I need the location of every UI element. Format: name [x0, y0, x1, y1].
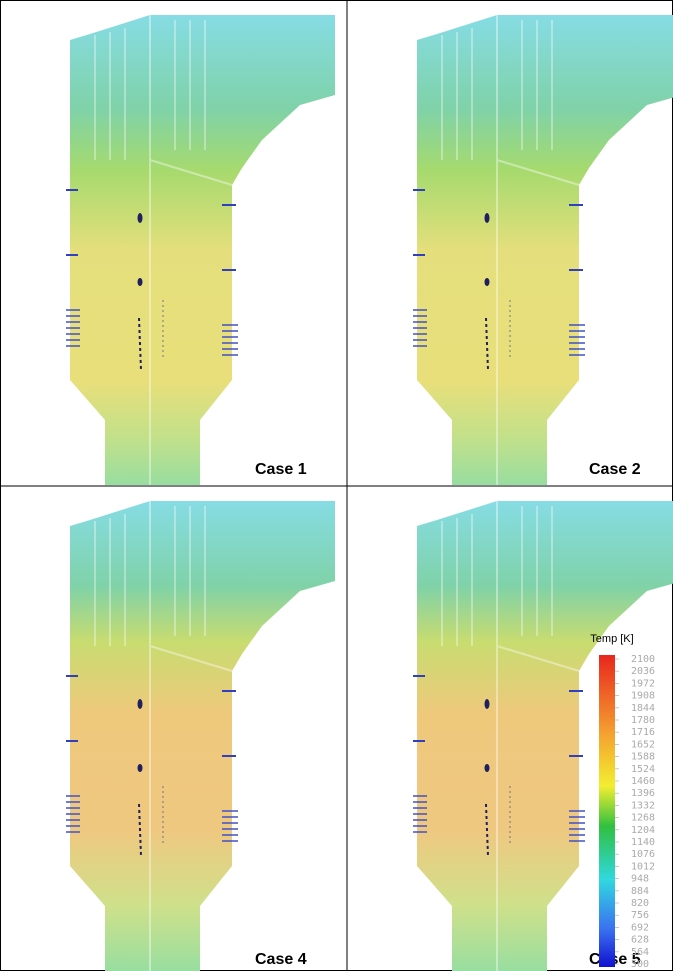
colorbar-title: Temp [K] [590, 633, 633, 645]
boiler-render [417, 15, 673, 485]
panel: Case 2 [413, 15, 673, 485]
colorbar-tick-label: 1460 [631, 776, 655, 787]
colorbar-tick-label: 1524 [631, 764, 655, 775]
case-label: Case 2 [589, 461, 641, 478]
colorbar-tick-label: 1844 [631, 703, 655, 714]
colorbar-tick-label: 1268 [631, 813, 655, 824]
colorbar-tick-label: 1908 [631, 691, 655, 702]
colorbar-tick-label: 884 [631, 886, 649, 897]
colorbar-tick-label: 2036 [631, 666, 655, 677]
colorbar-tick-label: 1652 [631, 739, 655, 750]
panel: Case 1 [66, 15, 335, 485]
colorbar-tick-label: 1204 [631, 825, 655, 836]
case-label: Case 4 [255, 951, 307, 968]
colorbar-tick-label: 1716 [631, 727, 655, 738]
colorbar-tick-label: 1140 [631, 837, 655, 848]
colorbar-tick-label: 1012 [631, 861, 655, 872]
colorbar-tick-label: 628 [631, 935, 649, 946]
colorbar-tick-label: 2100 [631, 654, 655, 665]
colorbar-tick-label: 564 [631, 947, 649, 958]
colorbar-tick-label: 1396 [631, 788, 655, 799]
colorbar-scale [599, 655, 615, 967]
colorbar-tick-label: 500 [631, 959, 649, 970]
colorbar-tick-label: 692 [631, 922, 649, 933]
colorbar-tick-label: 1972 [631, 678, 655, 689]
colorbar-tick-label: 948 [631, 874, 649, 885]
figure: Case 1 Case 2 Case 4 Case 5 Temp [K] 210… [0, 0, 673, 971]
colorbar-tick-label: 1332 [631, 800, 655, 811]
panel: Case 4 [66, 501, 335, 971]
colorbar-tick-label: 1588 [631, 752, 655, 763]
case-label: Case 1 [255, 461, 307, 478]
colorbar-tick-label: 820 [631, 898, 649, 909]
colorbar-tick-label: 756 [631, 910, 649, 921]
colorbar-tick-label: 1076 [631, 849, 655, 860]
colorbar-tick-label: 1780 [631, 715, 655, 726]
